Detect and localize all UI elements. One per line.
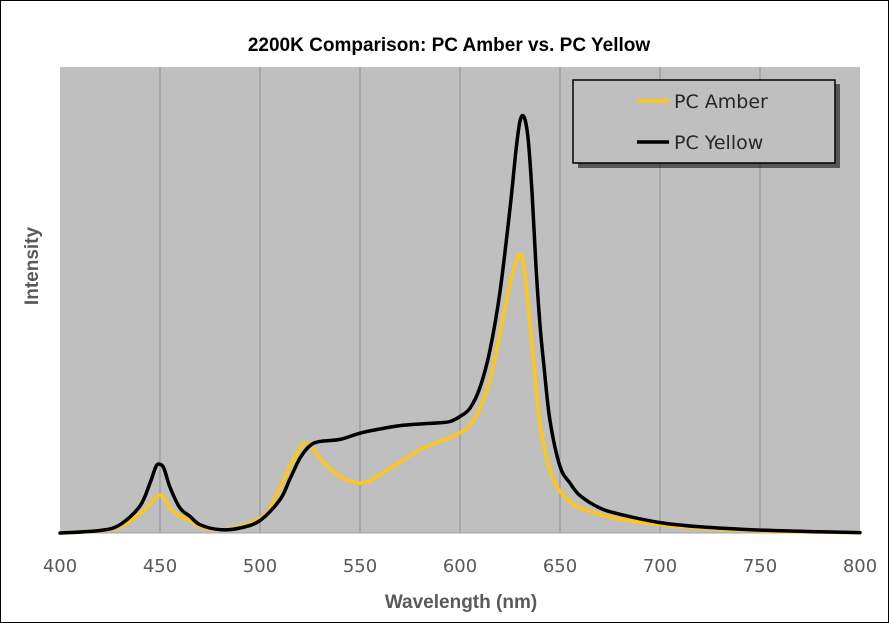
chart-title: 2200K Comparison: PC Amber vs. PC Yellow	[248, 35, 651, 56]
x-tick-label-800: 800	[843, 556, 877, 577]
y-axis-title: Intensity	[22, 227, 43, 306]
x-tick-label-550: 550	[343, 556, 377, 577]
x-tick-label-700: 700	[643, 556, 677, 577]
series-line-pc-yellow	[58, 113, 862, 535]
x-tick-label-450: 450	[143, 556, 177, 577]
x-tick-label-650: 650	[543, 556, 577, 577]
series-layer	[58, 113, 862, 535]
x-tick-labels: 400 450 500 550 600 650 700 750 800	[43, 556, 877, 577]
x-tick-label-400: 400	[43, 556, 77, 577]
x-axis-title: Wavelength (nm)	[385, 592, 537, 613]
series-line-pc-amber	[58, 252, 862, 535]
legend-label-pc-yellow: PC Yellow	[674, 132, 763, 154]
legend-box	[572, 79, 836, 164]
x-tick-label-500: 500	[243, 556, 277, 577]
legend-label-pc-amber: PC Amber	[674, 91, 768, 113]
x-tick-label-600: 600	[443, 556, 477, 577]
x-tick-label-750: 750	[743, 556, 777, 577]
legend: PC Amber PC Yellow	[572, 79, 840, 168]
